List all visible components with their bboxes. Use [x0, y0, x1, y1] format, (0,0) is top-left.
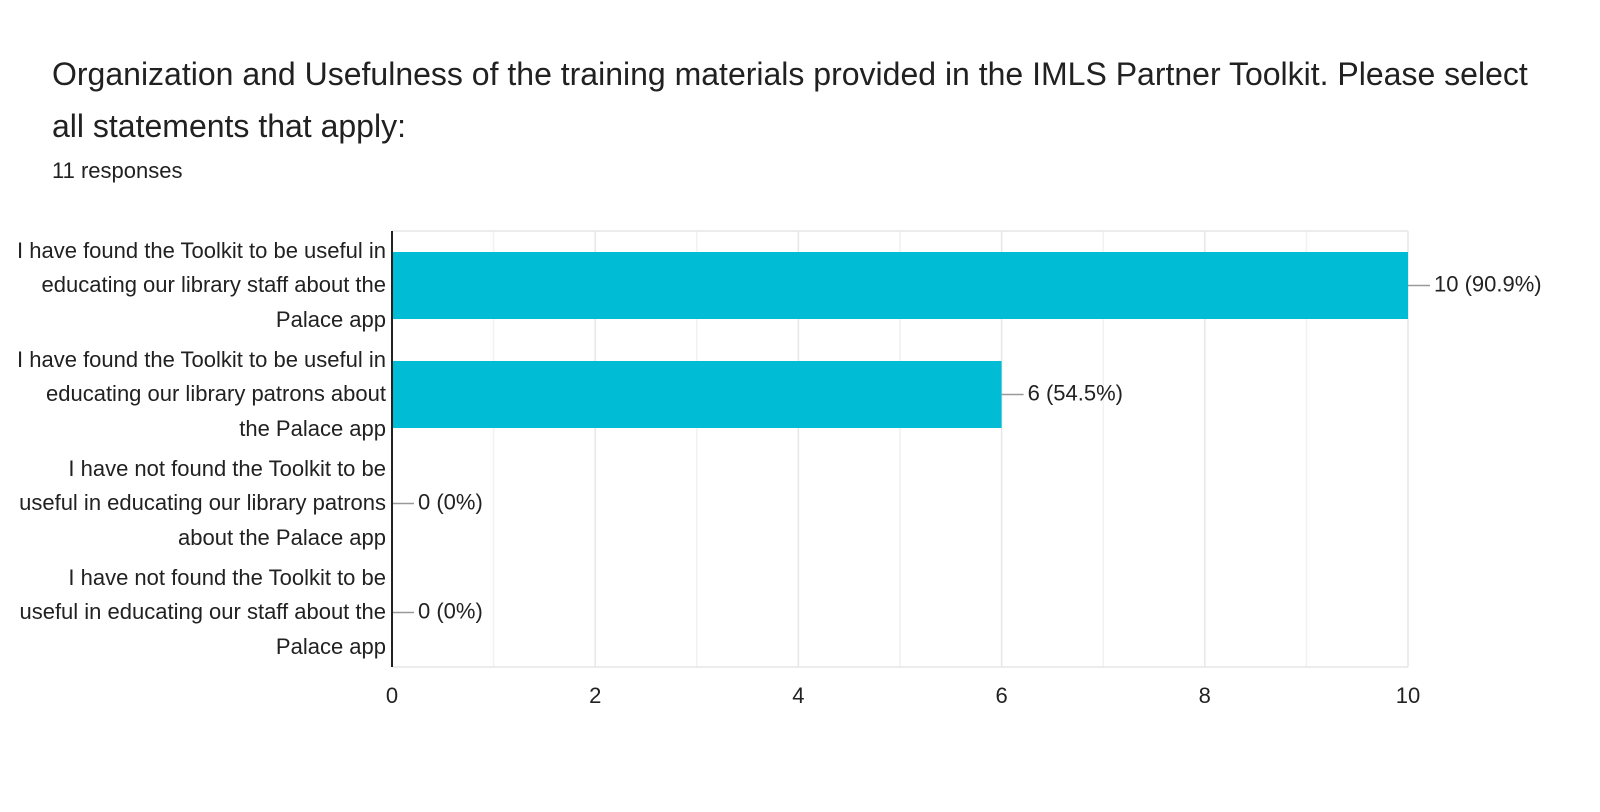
value-label: 6 (54.5%) — [1028, 380, 1123, 405]
y-tick-label: I have not found the Toolkit to be usefu… — [19, 455, 386, 550]
y-tick-label: I have found the Toolkit to be useful in… — [17, 346, 386, 441]
chart-title: Organization and Usefulness of the train… — [52, 56, 1528, 144]
y-tick-label: I have not found the Toolkit to be usefu… — [19, 564, 386, 659]
bar — [392, 361, 1002, 428]
bar — [392, 252, 1408, 319]
x-tick-label: 0 — [386, 683, 398, 708]
x-tick-label: 8 — [1199, 683, 1211, 708]
x-tick-label: 10 — [1396, 683, 1420, 708]
x-tick-label: 2 — [589, 683, 601, 708]
x-tick-label: 6 — [995, 683, 1007, 708]
chart-subtitle: 11 responses — [52, 158, 183, 183]
x-tick-label: 4 — [792, 683, 804, 708]
value-label: 10 (90.9%) — [1434, 271, 1542, 296]
value-label: 0 (0%) — [418, 598, 483, 623]
value-label: 0 (0%) — [418, 489, 483, 514]
y-tick-label: I have found the Toolkit to be useful in… — [17, 237, 386, 332]
